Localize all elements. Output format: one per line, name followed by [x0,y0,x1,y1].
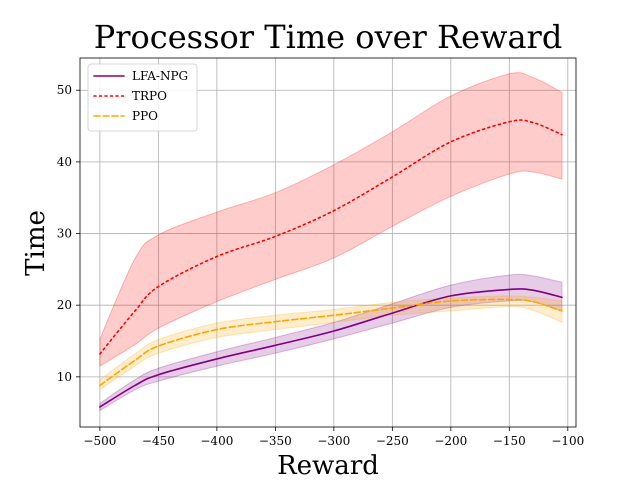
x-axis-ticks: −500 −450 −400 −350 −300 −250 −200 −150 −100 [83,427,584,448]
band-trpo [99,72,563,367]
y-tick-label: 30 [57,227,72,241]
series-lines [99,119,563,408]
legend: LFA-NPG TRPO PPO [87,63,198,132]
plot-frame [79,57,577,428]
legend-box [87,63,198,132]
line-ppo [99,298,563,387]
band-ppo [99,295,563,391]
x-tick-label: −100 [551,434,584,448]
legend-label-trpo: TRPO [132,89,167,103]
line-trpo [99,119,563,355]
x-tick-label: −450 [142,434,175,448]
y-axis-ticks: 10 20 30 40 50 [57,83,80,384]
x-axis-label: Reward [277,451,379,480]
x-tick-label: −150 [493,434,526,448]
chart-title: Processor Time over Reward [94,18,563,56]
y-tick-label: 40 [57,155,72,169]
confidence-bands [99,72,563,412]
x-tick-label: −500 [83,434,116,448]
line-lfa-npg [99,288,563,408]
x-tick-label: −200 [434,434,467,448]
y-axis-label: Time [21,210,51,276]
y-tick-label: 20 [57,298,72,312]
x-tick-label: −250 [376,434,409,448]
legend-label-ppo: PPO [132,109,158,123]
y-tick-label: 50 [57,83,72,97]
x-tick-label: −400 [200,434,233,448]
legend-label-lfa-npg: LFA-NPG [132,69,188,83]
y-tick-label: 10 [57,370,72,384]
x-tick-label: −350 [259,434,292,448]
x-tick-label: −300 [317,434,350,448]
grid-lines [80,58,576,427]
